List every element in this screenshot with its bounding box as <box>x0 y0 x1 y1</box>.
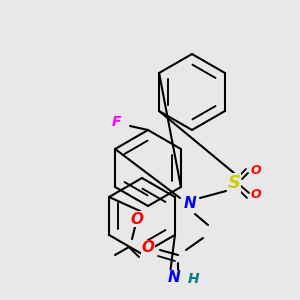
Text: N: N <box>168 271 180 286</box>
Text: O: O <box>251 188 261 202</box>
Text: O: O <box>130 212 143 226</box>
Text: O: O <box>142 241 154 256</box>
Text: O: O <box>251 164 261 178</box>
Text: S: S <box>227 174 241 192</box>
Text: F: F <box>111 115 121 129</box>
Text: H: H <box>188 272 200 286</box>
Text: N: N <box>184 196 196 211</box>
